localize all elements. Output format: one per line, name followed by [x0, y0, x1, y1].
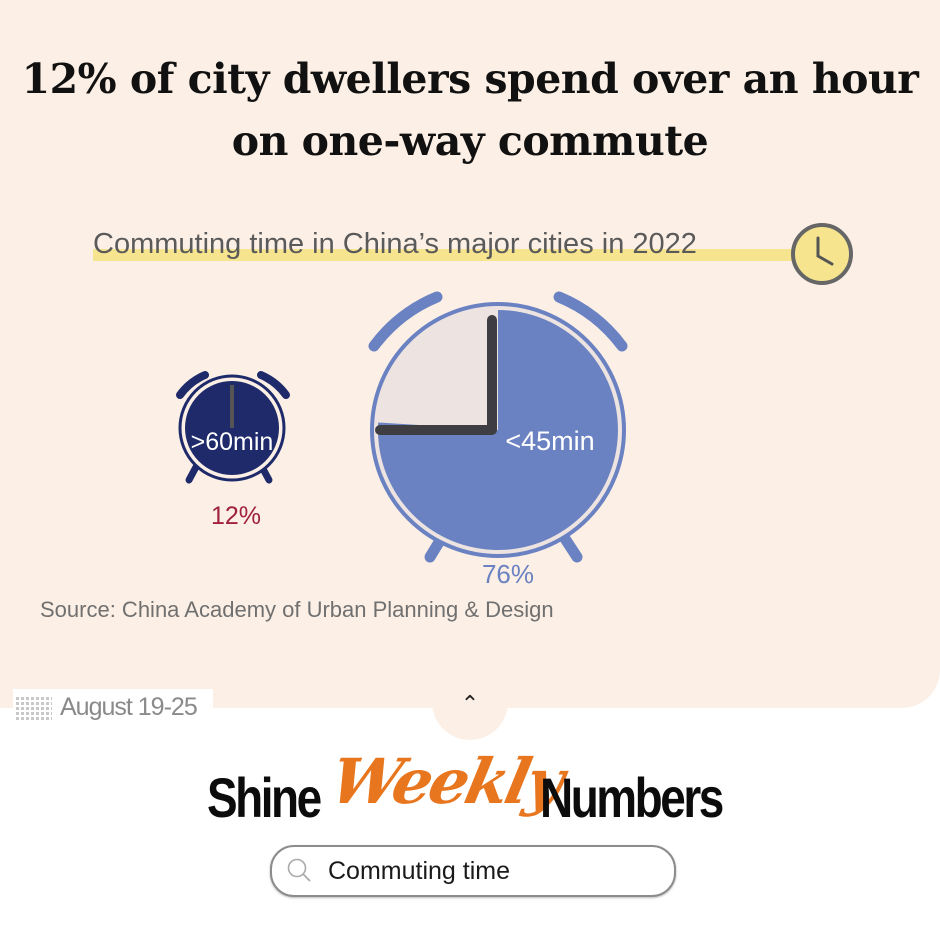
logo-weekly: Weekly [324, 745, 568, 818]
search-icon [287, 858, 311, 882]
logo-numbers: Numbers [540, 766, 724, 829]
label-over-60: >60min [191, 428, 274, 456]
bell-right [257, 371, 290, 399]
chart-subtitle: Commuting time in China’s major cities i… [93, 228, 697, 260]
clock-hands [375, 315, 497, 435]
search-value: Commuting time [328, 857, 510, 885]
date-range: August 19-25 [60, 693, 198, 721]
clock-icon [791, 223, 853, 285]
logo-shine: Shine [207, 766, 322, 829]
bell-left [176, 371, 209, 399]
pie-slice-under-45 [377, 310, 618, 550]
title-line-1: 12% of city dwellers spend over an hour [21, 55, 919, 103]
value-label-over-60: 12% [211, 502, 261, 530]
title-line-2: on one-way commute [231, 117, 709, 165]
date-tab: August 19-25 [13, 689, 213, 726]
source-note: Source: China Academy of Urban Planning … [40, 597, 554, 622]
label-under-45: <45min [505, 426, 594, 456]
bell-left [368, 291, 443, 352]
search-input[interactable]: Commuting time [270, 845, 676, 897]
small-alarm-clock: >60min 12% [176, 371, 290, 530]
chart-area: >60min 12% <45min 76% [176, 223, 853, 589]
bell-right [553, 291, 628, 352]
chevron-up-icon: ⌃ [460, 691, 480, 716]
page-title: 12% of city dwellers spend over an hour … [0, 48, 940, 172]
large-alarm-clock: <45min 76% [368, 291, 628, 589]
calendar-grid-icon [16, 697, 52, 721]
leg-left [185, 463, 200, 484]
subtitle-highlight [93, 249, 803, 261]
value-label-under-45: 76% [482, 559, 534, 589]
shine-weekly-numbers-logo: Shine Weekly Numbers [0, 745, 940, 840]
collapse-button[interactable]: ⌃ [432, 668, 508, 740]
